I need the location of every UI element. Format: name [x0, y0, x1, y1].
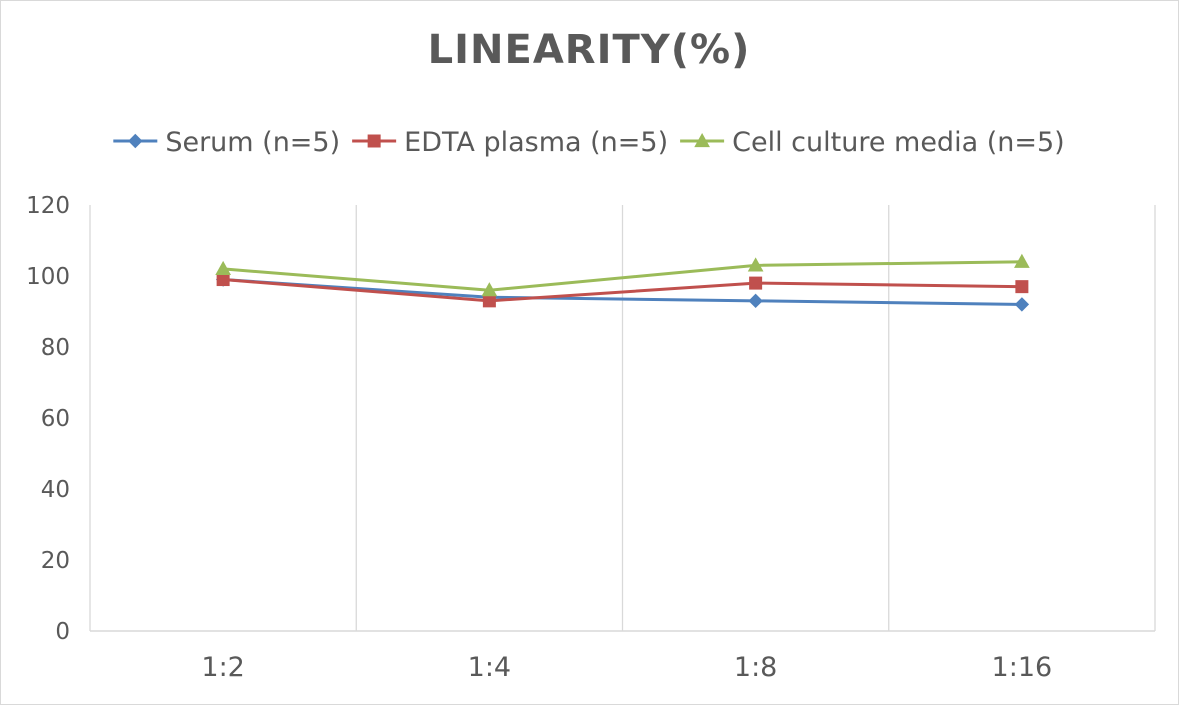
legend-marker	[128, 133, 143, 149]
legend-marker	[694, 132, 710, 148]
data-point	[749, 276, 763, 290]
data-point	[215, 260, 231, 275]
y-tick-label: 0	[55, 619, 70, 645]
data-point	[216, 273, 230, 287]
data-point	[747, 257, 764, 272]
data-point	[1014, 253, 1030, 268]
gridlines	[89, 205, 1156, 631]
y-tick-label: 40	[41, 477, 70, 503]
series-3	[215, 253, 1030, 297]
x-tick-label: 1:16	[992, 652, 1053, 683]
x-tick-label: 1:2	[201, 652, 244, 683]
data-point	[748, 293, 763, 309]
y-tick-label: 100	[26, 264, 70, 290]
legend-label: Serum (n=5)	[165, 127, 340, 158]
data-point	[482, 294, 496, 308]
chart-title: LINEARITY(%)	[428, 27, 751, 73]
x-axis: 1:2 1:4 1:8 1:16	[90, 630, 1155, 683]
y-tick-label: 20	[41, 548, 70, 574]
legend-label: EDTA plasma (n=5)	[404, 127, 668, 158]
x-tick-label: 1:8	[734, 652, 777, 683]
data-point	[481, 282, 498, 297]
legend-item: Serum (n=5)	[113, 127, 340, 158]
legend-label: Cell culture media (n=5)	[732, 127, 1065, 158]
legend: Serum (n=5) EDTA plasma (n=5) Cell culture…	[113, 127, 1065, 158]
plot-area	[215, 253, 1030, 312]
series-line	[223, 278, 1022, 303]
series-line	[223, 260, 1022, 292]
y-tick-label: 120	[26, 193, 70, 219]
x-tick-label: 1:4	[468, 652, 511, 683]
legend-item: EDTA plasma (n=5)	[352, 127, 668, 158]
series-line	[223, 278, 1022, 306]
data-point	[1015, 280, 1029, 294]
data-point	[1014, 297, 1030, 312]
y-tick-label: 80	[41, 335, 70, 361]
legend-marker	[367, 134, 381, 148]
y-tick-label: 60	[41, 406, 70, 432]
y-axis: 0 20 40 60 80 100 120	[26, 193, 70, 645]
legend-item: Cell culture media (n=5)	[680, 127, 1065, 158]
